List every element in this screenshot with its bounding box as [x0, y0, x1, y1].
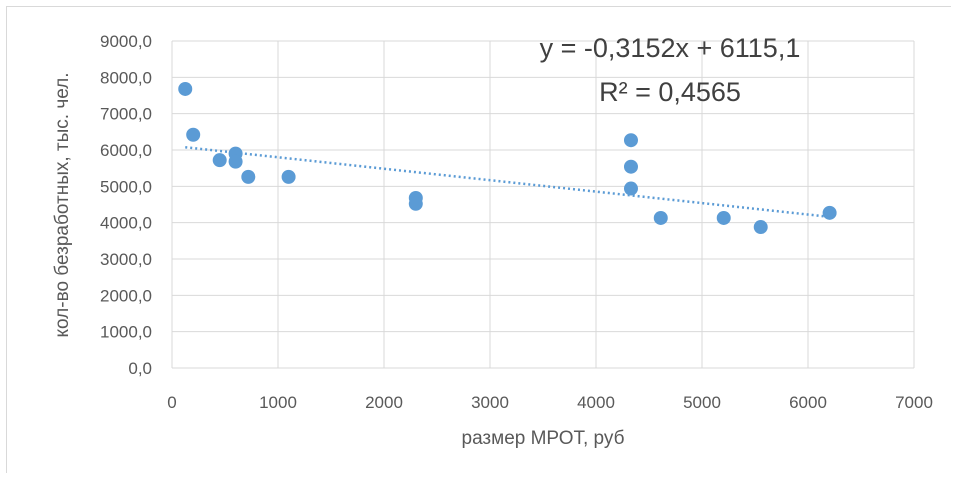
data-point: [716, 210, 731, 225]
data-point: [408, 196, 423, 211]
y-tick-label: 9000,0: [100, 32, 152, 51]
x-tick-label: 6000: [789, 393, 827, 412]
data-point: [212, 153, 227, 168]
x-axis-title: размер МРОТ, руб: [462, 428, 625, 449]
x-tick-label: 2000: [365, 393, 403, 412]
x-tick-label: 0: [167, 393, 176, 412]
gridlines: [171, 40, 915, 369]
x-tick-label: 4000: [577, 393, 615, 412]
r-squared-label: R² = 0,4565: [599, 77, 741, 107]
y-tick-labels: 0,0 1000,0 2000,0 3000,0 4000,0 5000,0 6000,0 7…: [100, 32, 152, 378]
x-tick-label: 5000: [683, 393, 721, 412]
x-tick-label: 7000: [895, 393, 933, 412]
y-tick-label: 7000,0: [100, 105, 152, 124]
y-tick-label: 3000,0: [100, 250, 152, 269]
data-point: [753, 220, 768, 235]
chart-frame: [6, 6, 951, 473]
y-tick-label: 4000,0: [100, 214, 152, 233]
data-point: [623, 159, 638, 174]
data-point: [623, 133, 638, 148]
trendline-equation: y = -0,3152x + 6115,1: [540, 33, 801, 63]
y-tick-label: 5000,0: [100, 177, 152, 196]
y-tick-label: 0,0: [128, 359, 152, 378]
trendline: [185, 146, 830, 219]
x-tick-label: 1000: [259, 393, 297, 412]
y-tick-label: 1000,0: [100, 323, 152, 342]
data-point: [281, 169, 296, 184]
data-points: [178, 81, 837, 235]
y-tick-label: 2000,0: [100, 286, 152, 305]
data-point: [186, 127, 201, 142]
data-point: [228, 154, 243, 169]
x-tick-labels: 0 1000 2000 3000 4000 5000 6000 7000: [167, 393, 933, 412]
data-point: [241, 169, 256, 184]
y-tick-label: 6000,0: [100, 141, 152, 160]
data-point: [178, 81, 193, 96]
y-axis-title: кол-во безработных, тыс. чел.: [52, 72, 73, 337]
data-point: [653, 210, 668, 225]
data-point: [623, 181, 638, 196]
y-tick-label: 8000,0: [100, 68, 152, 87]
data-point: [822, 205, 837, 220]
x-tick-label: 3000: [471, 393, 509, 412]
